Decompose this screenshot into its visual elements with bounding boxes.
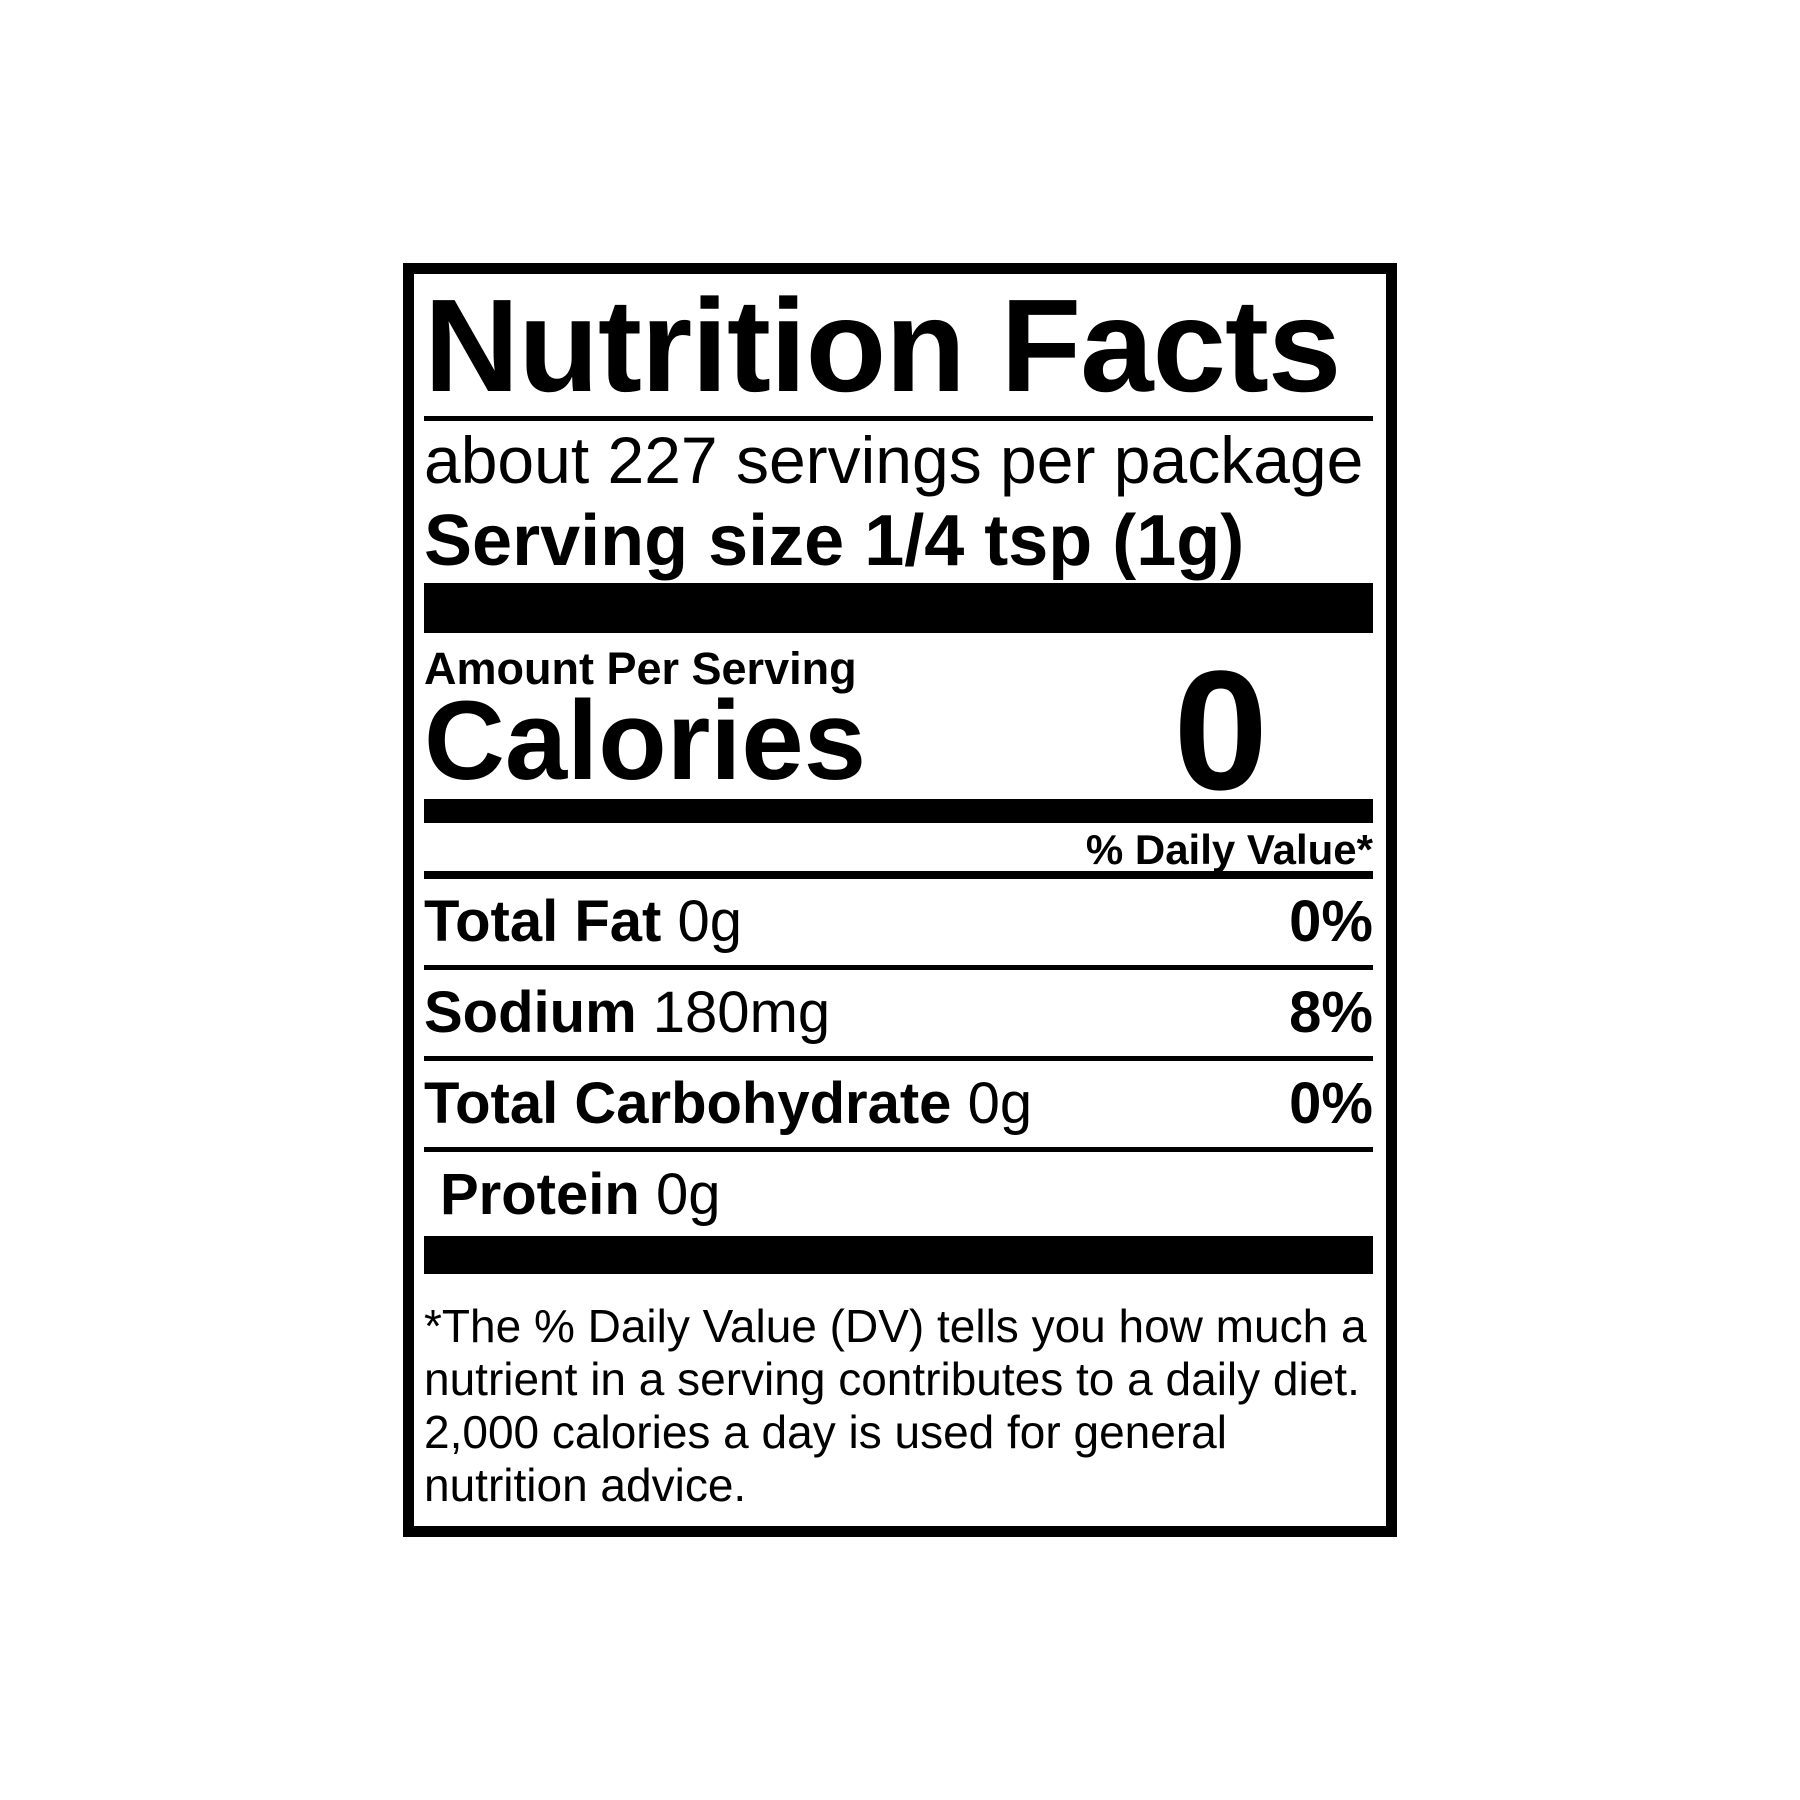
nutrient-name: Protein (440, 1162, 640, 1227)
nutrient-amount: 0g (677, 889, 742, 954)
nutrient-row-sodium: Sodium 180mg 8% (424, 970, 1373, 1061)
footnote-line: nutrition advice. (424, 1459, 747, 1511)
nutrient-amount: 0g (967, 1071, 1033, 1136)
nutrient-row-protein: Protein 0g (424, 1152, 1373, 1236)
medium-separator-calories (424, 799, 1373, 823)
nutrient-row-total-fat: Total Fat 0g 0% (424, 879, 1373, 970)
nutrient-amount: 0g (655, 1162, 721, 1227)
thick-separator-top (424, 583, 1373, 633)
footnote-line: nutrient in a serving contributes to a d… (424, 1353, 1360, 1405)
nutrient-name-amount: Total Carbohydrate 0g (424, 1075, 1032, 1133)
footnote-line: 2,000 calories a day is used for general (424, 1406, 1227, 1458)
daily-value-divider (424, 871, 1373, 879)
nutrient-name-amount: Protein 0g (440, 1166, 720, 1224)
daily-value-header: % Daily Value* (1085, 826, 1373, 873)
nutrient-amount: 180mg (652, 980, 831, 1045)
nutrient-daily-value: 8% (1289, 980, 1373, 1045)
nutrient-name: Sodium (424, 980, 637, 1045)
calories-row: Calories 0 (424, 646, 1373, 816)
footnote-line: *The % Daily Value (DV) tells you how mu… (424, 1300, 1367, 1352)
nutrient-daily-value: 0% (1289, 889, 1373, 954)
label-title: Nutrition Facts (424, 272, 1341, 419)
daily-value-footnote: *The % Daily Value (DV) tells you how mu… (424, 1300, 1373, 1512)
nutrient-daily-value: 0% (1289, 1071, 1373, 1136)
calories-label: Calories (424, 678, 866, 803)
calories-value: 0 (1173, 636, 1268, 827)
amount-per-serving-label: Amount Per Serving (424, 643, 857, 694)
nutrient-name: Total Fat (424, 889, 662, 954)
title-divider (424, 416, 1373, 421)
servings-per-package: about 227 servings per package (424, 423, 1364, 497)
nutrition-facts-label: Nutrition Facts about 227 servings per p… (403, 263, 1397, 1537)
nutrient-row-total-carbohydrate: Total Carbohydrate 0g 0% (424, 1061, 1373, 1152)
nutrient-name-amount: Sodium 180mg (424, 984, 830, 1042)
serving-size-line: Serving size 1/4 tsp (1g) (424, 501, 1245, 581)
nutrient-name-amount: Total Fat 0g (424, 893, 742, 951)
thick-separator-bottom (424, 1236, 1373, 1274)
nutrient-name: Total Carbohydrate (424, 1071, 952, 1136)
